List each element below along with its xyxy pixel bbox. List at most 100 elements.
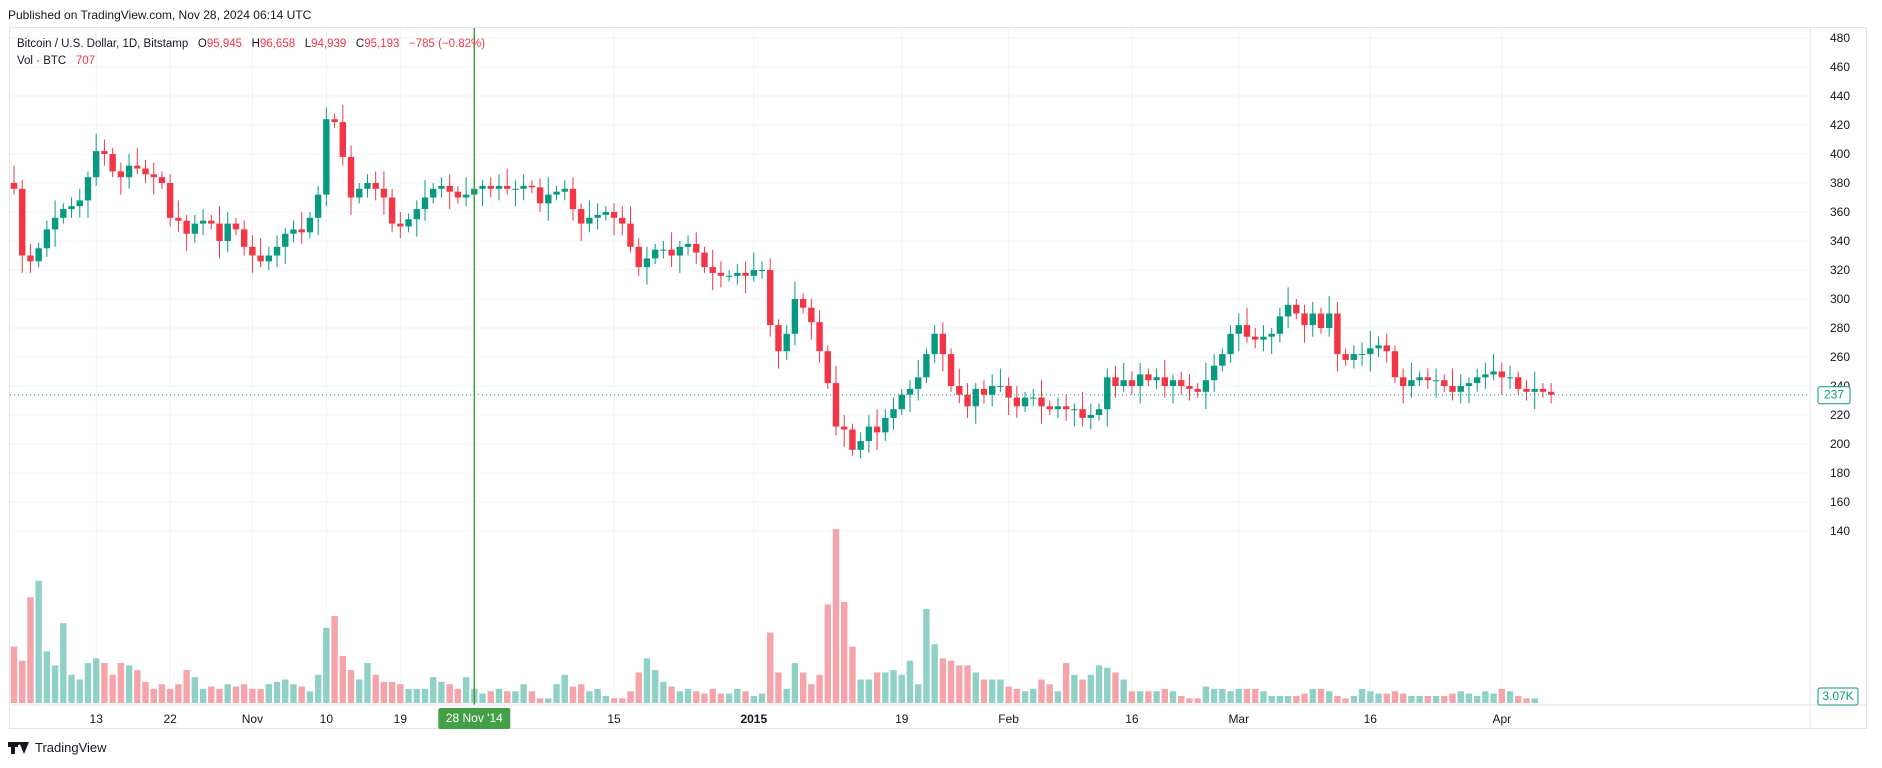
volume-bar: [109, 674, 116, 703]
volume-bar: [10, 646, 18, 703]
volume-bar: [1202, 686, 1210, 703]
candle-body: [742, 272, 749, 276]
candle-body: [553, 191, 560, 195]
volume-bar: [865, 679, 873, 703]
x-tick-label: 13: [90, 712, 104, 726]
volume-bar: [216, 688, 223, 703]
volume-bar: [1030, 688, 1037, 703]
volume-bar: [972, 672, 979, 703]
volume-bar: [1490, 693, 1497, 703]
volume-bar: [1227, 691, 1234, 703]
volume-bar: [1219, 688, 1226, 703]
candle-body: [857, 441, 864, 450]
y-tick-label: 280: [1830, 321, 1850, 335]
candle-body: [298, 229, 305, 233]
candle-body: [265, 255, 273, 262]
volume-bar: [438, 681, 445, 703]
volume-bar: [1186, 698, 1193, 703]
candle-body: [339, 122, 346, 157]
volume-bar: [1169, 691, 1177, 703]
volume-bar: [1309, 688, 1316, 703]
volume-bar: [101, 663, 108, 703]
volume-bar: [668, 686, 675, 703]
volume-bar: [750, 695, 757, 703]
volume-bar: [602, 695, 610, 703]
y-tick-label: 360: [1830, 205, 1850, 219]
candle-body: [1120, 380, 1127, 386]
candle-body: [906, 388, 914, 395]
candle-body: [323, 119, 330, 195]
candle-body: [873, 426, 881, 433]
candle-body: [997, 386, 1004, 387]
volume-bar: [561, 674, 568, 703]
chart-legend: Bitcoin / U.S. Dollar, 1D, Bitstamp O95,…: [17, 36, 485, 70]
candle-body: [808, 307, 815, 323]
volume-bar: [1498, 688, 1506, 703]
volume-bar: [273, 681, 281, 703]
candle-body: [191, 223, 199, 234]
candle-body: [988, 386, 996, 395]
volume-bar: [619, 698, 626, 703]
crosshair-date-badge: [438, 708, 511, 729]
volume-bar: [60, 623, 67, 703]
candle-body: [51, 217, 59, 230]
volume-bar: [150, 688, 157, 703]
candle-body: [199, 220, 207, 224]
candle-body: [1317, 313, 1325, 328]
volume-bar: [347, 670, 355, 703]
candle-body: [1441, 380, 1448, 386]
volume-bar: [249, 688, 256, 703]
volume-value: 707: [75, 55, 95, 67]
volume-bar: [643, 658, 651, 703]
candle-body: [413, 209, 420, 220]
candle-body: [93, 151, 100, 178]
candle-body: [347, 156, 355, 198]
candle-body: [1473, 377, 1481, 384]
volume-bar: [364, 663, 371, 703]
volume-bar: [1326, 691, 1333, 703]
candle-body: [1399, 377, 1407, 386]
volume-bar: [314, 674, 322, 703]
candle-body: [10, 183, 18, 189]
volume-bar: [43, 651, 51, 703]
last-volume-badge: [1817, 687, 1859, 706]
candle-body: [528, 185, 536, 188]
volume-bar: [832, 529, 840, 703]
candle-body: [1301, 313, 1308, 326]
volume-bar: [569, 686, 577, 703]
volume-bar: [906, 660, 914, 703]
volume-bar: [553, 684, 560, 703]
candle-body: [668, 249, 675, 256]
candle-body: [1087, 415, 1095, 418]
volume-bar: [816, 674, 823, 703]
candle-body: [1539, 388, 1547, 392]
volume-bar: [93, 658, 100, 703]
candle-body: [1416, 377, 1423, 381]
volume-bar: [175, 684, 182, 703]
candle-body: [627, 223, 634, 247]
volume-bar: [282, 679, 289, 703]
candle-body: [1391, 351, 1399, 378]
volume-bar: [421, 688, 429, 703]
footer-brand[interactable]: TradingView: [8, 740, 107, 755]
candle-body: [1515, 377, 1522, 389]
volume-bar: [356, 679, 363, 703]
candle-body: [1350, 354, 1358, 360]
volume-bar: [68, 674, 75, 703]
volume-bar: [1531, 698, 1538, 703]
candle-body: [915, 377, 922, 389]
candle-body: [1432, 380, 1440, 382]
candle-body: [125, 165, 133, 178]
candle-body: [479, 185, 486, 189]
volume-bar: [898, 674, 905, 703]
candle-body: [397, 223, 404, 227]
candle-body: [1210, 365, 1218, 381]
volume-bar: [1358, 688, 1366, 703]
volume-bar: [775, 672, 782, 703]
volume-bar: [890, 670, 897, 703]
candle-body: [1227, 333, 1234, 355]
volume-bar: [1473, 695, 1481, 703]
candle-body: [1457, 386, 1464, 392]
candle-body: [1506, 377, 1514, 379]
